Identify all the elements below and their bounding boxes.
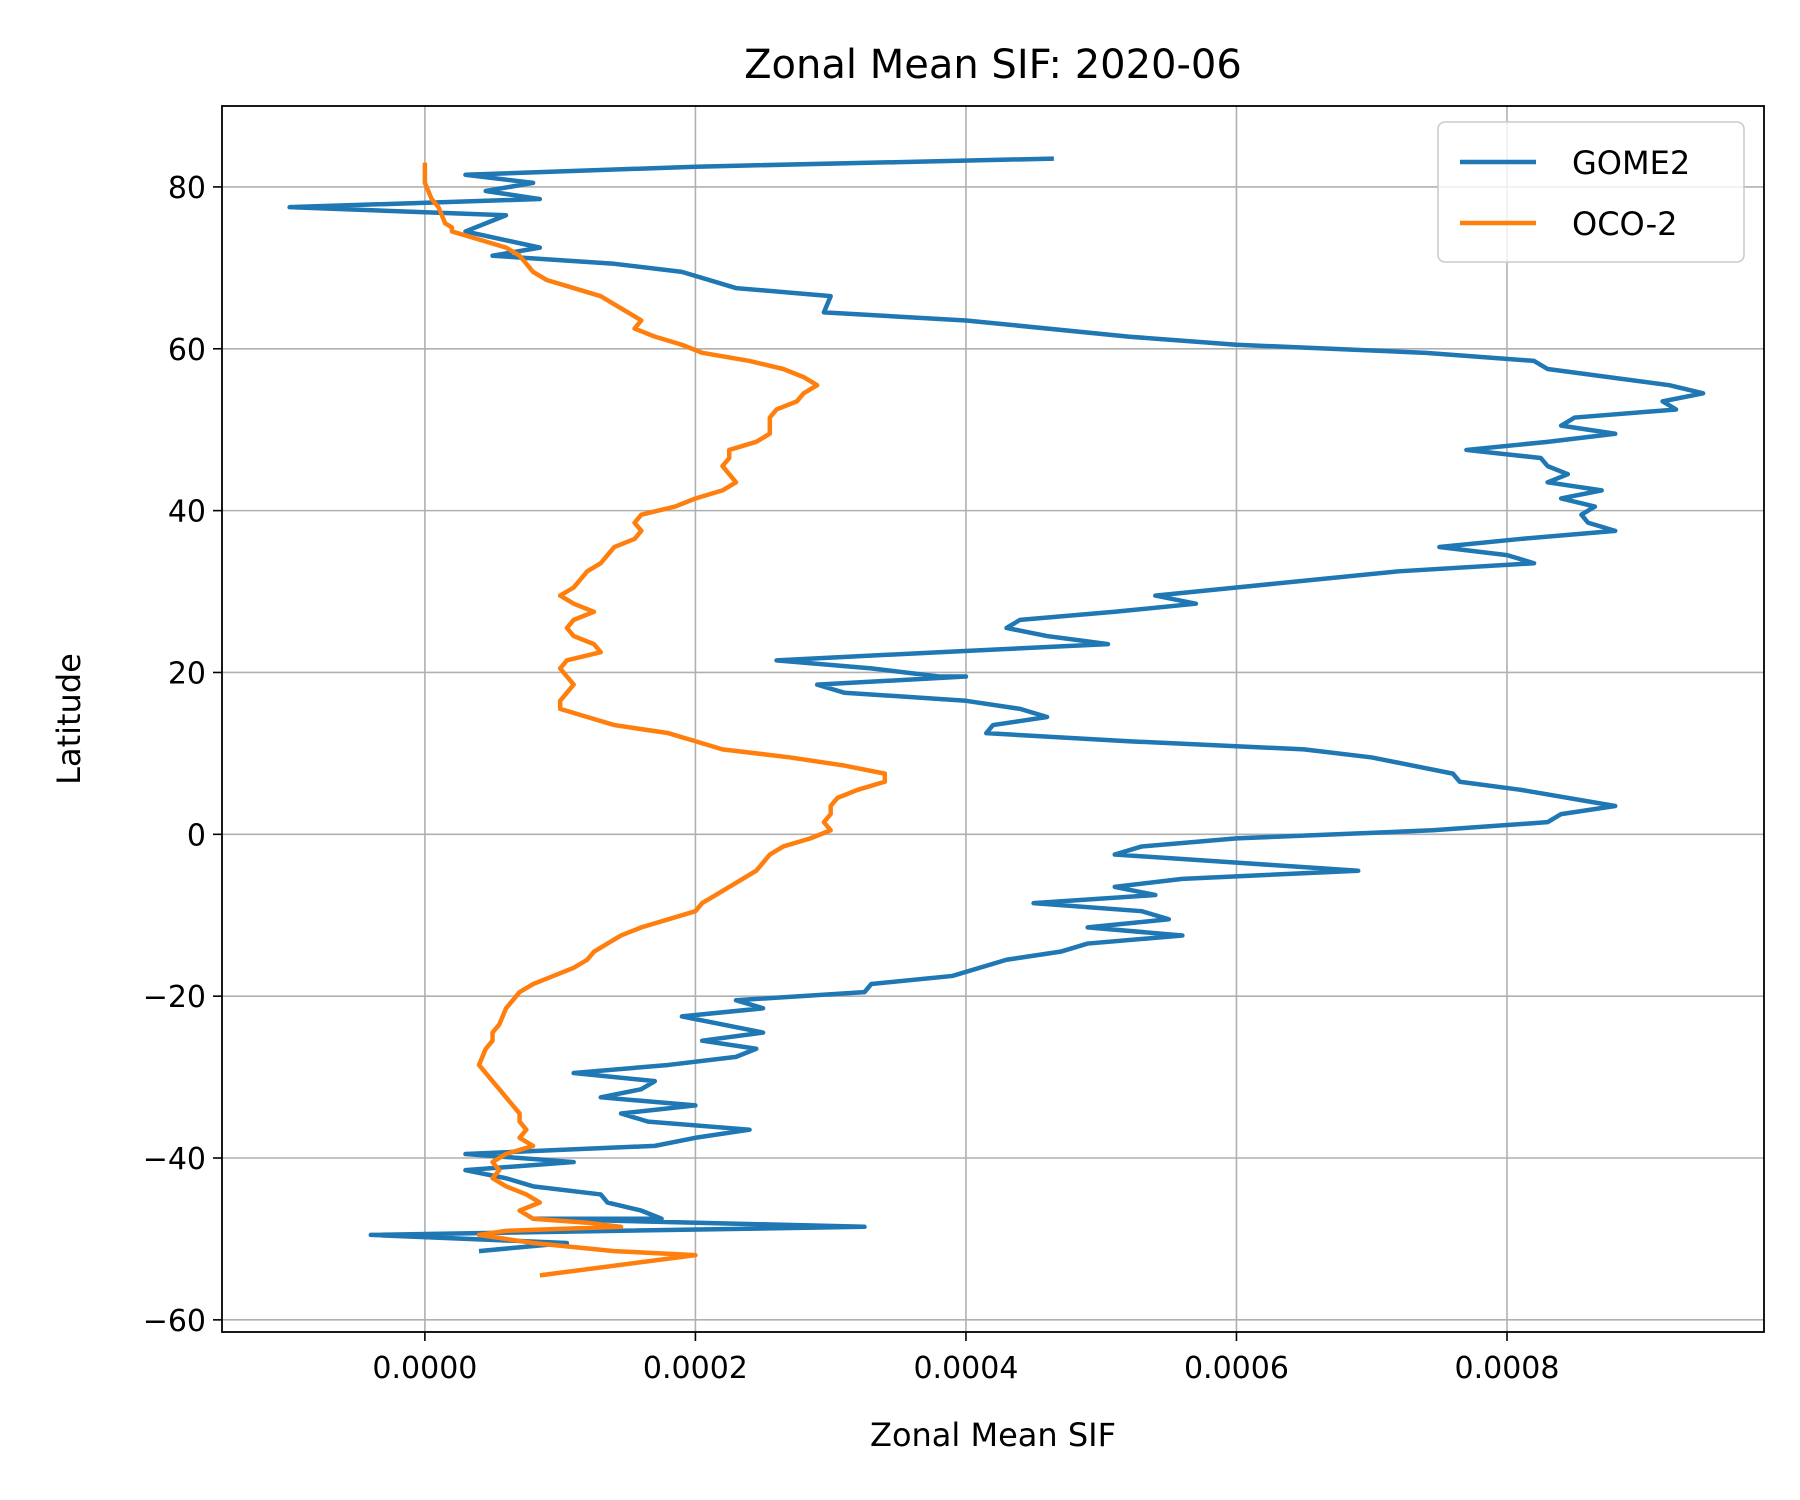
x-tick-label: 0.0006	[1184, 1351, 1289, 1386]
axis-ticks: 0.0000 0.0002 0.0004 0.0006 0.0008 −60 −40 −20 0…	[143, 171, 1560, 1386]
y-tick-label: 20	[168, 656, 206, 691]
grid	[222, 106, 1764, 1332]
legend: GOME2 OCO-2	[1437, 121, 1745, 263]
x-axis-title: Zonal Mean SIF	[870, 1416, 1116, 1454]
y-axis-title: Latitude	[50, 653, 88, 785]
y-tick-label: −40	[143, 1142, 206, 1177]
axes-frame	[221, 105, 1765, 1333]
series-line-oco2	[422, 162, 888, 1278]
y-tick-label: −20	[143, 980, 206, 1015]
y-tick-label: 60	[168, 333, 206, 368]
legend-box	[1437, 121, 1745, 263]
chart-title: Zonal Mean SIF: 2020-06	[744, 42, 1242, 88]
x-tick-label: 0.0004	[913, 1351, 1018, 1386]
legend-label-gome2: GOME2	[1572, 144, 1690, 182]
y-tick-label: 0	[187, 818, 206, 853]
x-tick-label: 0.0000	[372, 1351, 477, 1386]
x-tick-label: 0.0008	[1455, 1351, 1560, 1386]
y-tick-label: 80	[168, 171, 206, 206]
series-line-gome2	[287, 156, 1706, 1254]
y-tick-label: −60	[143, 1304, 206, 1339]
y-tick-label: 40	[168, 495, 206, 530]
plot-area-series	[287, 156, 1706, 1278]
legend-label-oco2: OCO-2	[1572, 205, 1678, 243]
x-tick-label: 0.0002	[643, 1351, 748, 1386]
